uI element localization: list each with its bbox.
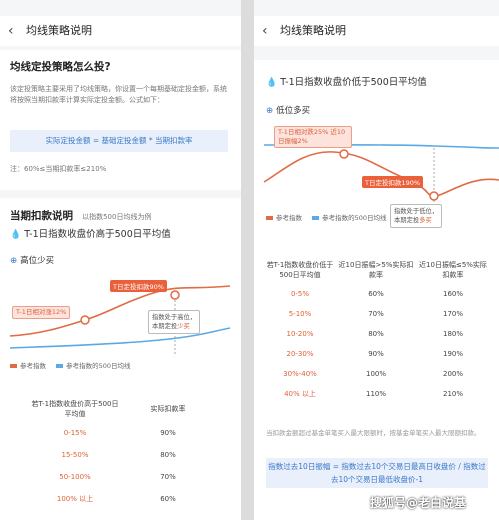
nav-title: 均线策略说明 [280, 24, 346, 37]
drop-icon: 💧 [10, 230, 22, 240]
nav-title: 均线策略说明 [26, 24, 92, 37]
high-buy-less-badge: ⊕ 高位少买 [10, 256, 55, 266]
section-heading-note: 以指数500日均线为例 [82, 213, 152, 221]
high-rate-table: 若T-1指数收盘价高于500日平均值 实际扣款率 0-15% 90% 15-50%… [28, 396, 214, 510]
table-cell: 0-15% [63, 429, 87, 437]
table-cell: 190% [442, 350, 463, 358]
high-chart [9, 285, 231, 354]
t-day-callout: T日定投扣款90% [110, 280, 167, 292]
nav-bar: ‹ 均线策略说明 [0, 16, 241, 46]
low-section-card: 💧 T-1日指数收盘价低于500日平均值 ⊕ 低位多买 T-1日相对跌25% 近10… [254, 60, 499, 520]
table-cell: 200% [442, 370, 463, 378]
section-subtitle: 💧 T-1日指数收盘价高于500日平均值 [10, 229, 171, 240]
table-header-cell: 若T-1指数收盘价高于500日平均值 [31, 400, 119, 418]
t-day-callout: T日定投扣款190% [362, 176, 424, 188]
low-buy-more-badge: ⊕ 低位多买 [266, 106, 311, 116]
section-heading-row: 当期扣款说明 以指数500日均线为例 [10, 204, 151, 223]
table-cell: 60% [368, 290, 384, 298]
table-cell: 20-30% [286, 350, 314, 358]
section-heading: 当期扣款说明 [10, 210, 73, 222]
footnote: 当扣款金额超过基金单笔买入最大限额时，按基金单笔买入最大限额扣款。 [266, 429, 481, 437]
table-header-cell: 近10日振幅≤5%实际扣款率 [419, 261, 487, 279]
table-cell: 70% [160, 473, 176, 481]
table-header-cell: 近10日振幅>5%实际扣款率 [338, 261, 414, 279]
section-subtitle: 💧 T-1日指数收盘价低于500日平均值 [266, 77, 427, 88]
ma500-line [9, 327, 231, 349]
table-cell: 160% [442, 290, 463, 298]
intro-card: 均线定投策略怎么投? 该定投策略主要采用了均线策略，你设置一个每期基础定投金额，… [0, 50, 241, 190]
drop-icon: 💧 [266, 78, 278, 88]
table-cell: 50-100% [59, 473, 91, 481]
table-cell: 170% [442, 310, 463, 318]
left-screen: ‹ 均线策略说明 均线定投策略怎么投? 该定投策略主要采用了均线策略，你设置一个… [0, 0, 241, 520]
table-cell: 110% [365, 390, 386, 398]
t-minus-1-callout: T-1日相对跌25% 近10日振幅2% [274, 126, 352, 148]
low-rate-table: 若T-1指数收盘价低于500日平均值 近10日振幅>5%实际扣款率 近10日振幅… [264, 256, 490, 404]
chart-legend: 参考指数 参考指数的500日均线 [266, 212, 387, 222]
t-minus-1-point [339, 149, 349, 159]
table-cell: 180% [442, 330, 463, 338]
low-note-callout: 指数处于低位， 本期定投多买 [390, 204, 443, 228]
table-cell: 5-10% [288, 310, 312, 318]
table-cell: 10-20% [286, 330, 314, 338]
t-day-point [170, 290, 180, 300]
intro-note: 注：60%≤当期扣款率≤210% [10, 165, 107, 173]
table-cell: 70% [368, 310, 384, 318]
watermark: 搜狐号@老白说基 [370, 496, 467, 510]
table-cell: 100% 以上 [56, 495, 94, 503]
table-cell: 80% [368, 330, 384, 338]
intro-heading: 均线定投策略怎么投? [10, 61, 111, 73]
high-section-card: 当期扣款说明 以指数500日均线为例 💧 T-1日指数收盘价高于500日平均值 ⊕… [0, 198, 241, 520]
target-icon: ⊕ [266, 106, 274, 116]
legend-swatch-blue [56, 364, 64, 368]
intro-body: 该定投策略主要采用了均线策略，你设置一个每期基础定投金额，系统将按照当期扣款率计… [10, 85, 227, 104]
table-cell: 210% [442, 390, 463, 398]
table-cell: 60% [160, 495, 176, 503]
target-icon: ⊕ [10, 256, 18, 266]
table-cell: 40% 以上 [284, 390, 316, 398]
table-cell: 100% [365, 370, 386, 378]
reference-index-line [263, 151, 499, 197]
nav-bar: ‹ 均线策略说明 [254, 16, 499, 46]
formula-box: 实际定投金额 = 基础定投金额 * 当期扣款率 [10, 130, 228, 152]
table-cell: 30%-40% [283, 370, 317, 378]
legend-swatch-red [10, 364, 17, 368]
table-cell: 0-5% [290, 290, 310, 298]
back-arrow-icon[interactable]: ‹ [8, 23, 14, 39]
t-minus-1-callout: T-1日相对涨12% [12, 306, 71, 319]
high-note-callout: 指数处于高位， 本期定投少买 [148, 310, 201, 334]
right-screen: ‹ 均线策略说明 💧 T-1日指数收盘价低于500日平均值 ⊕ 低位多买 T-1日相… [254, 0, 499, 520]
table-cell: 90% [160, 429, 176, 437]
amplitude-formula-box: 指数过去10日振幅 = 指数过去10个交易日最高日收盘价 / 指数过去10个交易… [266, 458, 488, 488]
t-minus-1-point [80, 315, 90, 325]
table-header-cell: 若T-1指数收盘价低于500日平均值 [266, 261, 334, 279]
reference-index-line [9, 285, 231, 337]
chart-legend: 参考指数 参考指数的500日均线 [10, 360, 131, 370]
legend-swatch-red [266, 216, 273, 220]
table-cell: 90% [368, 350, 384, 358]
legend-swatch-blue [312, 216, 320, 220]
table-cell: 15-50% [61, 451, 89, 459]
back-arrow-icon[interactable]: ‹ [262, 23, 268, 39]
table-header-cell: 实际扣款率 [150, 405, 186, 413]
table-cell: 80% [160, 451, 176, 459]
t-day-point [429, 191, 439, 201]
